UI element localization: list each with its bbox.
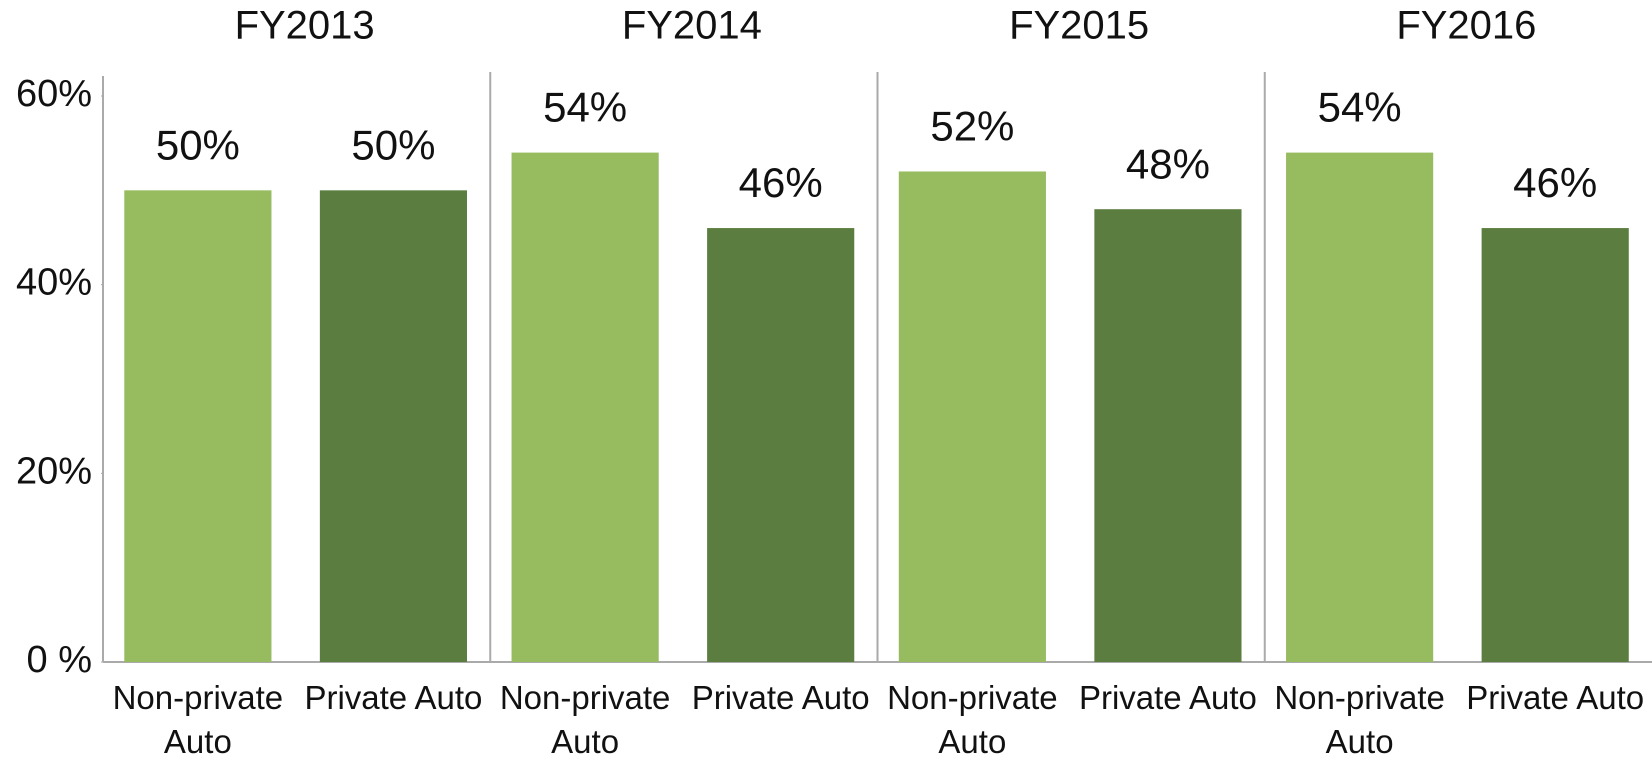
bar bbox=[898, 171, 1046, 662]
value-label: 52% bbox=[930, 103, 1014, 150]
panel-title: FY2015 bbox=[1009, 4, 1149, 48]
category-label: Non-private Auto bbox=[887, 679, 1058, 760]
y-tick-label: 60% bbox=[16, 73, 92, 115]
panel-title: FY2013 bbox=[235, 4, 375, 48]
value-label: 50% bbox=[351, 121, 435, 168]
bar bbox=[319, 190, 468, 663]
y-tick-label: 0 % bbox=[27, 639, 92, 681]
value-label: 46% bbox=[1513, 159, 1597, 206]
value-label: 54% bbox=[1318, 84, 1402, 131]
bar bbox=[1481, 228, 1629, 663]
bar bbox=[1094, 209, 1242, 662]
category-label: Private Auto bbox=[1078, 679, 1257, 716]
value-label: 46% bbox=[739, 159, 823, 206]
category-label: Non-private Auto bbox=[1274, 679, 1445, 760]
y-tick-label: 40% bbox=[16, 262, 92, 304]
category-label: Non-private Auto bbox=[499, 679, 671, 760]
category-label: Private Auto bbox=[304, 679, 483, 716]
value-label: 48% bbox=[1126, 140, 1210, 187]
bar bbox=[1286, 152, 1434, 662]
value-label: 50% bbox=[156, 121, 240, 168]
panel-title: FY2014 bbox=[622, 4, 762, 48]
bar bbox=[707, 228, 855, 663]
category-label: Private Auto bbox=[1466, 679, 1645, 716]
category-label: Non-private Auto bbox=[112, 679, 284, 760]
bar bbox=[511, 152, 659, 662]
panel-title: FY2016 bbox=[1396, 4, 1536, 48]
value-label: 54% bbox=[543, 84, 627, 131]
bar bbox=[124, 190, 272, 663]
category-label: Private Auto bbox=[691, 679, 870, 716]
y-tick-label: 20% bbox=[16, 450, 92, 492]
